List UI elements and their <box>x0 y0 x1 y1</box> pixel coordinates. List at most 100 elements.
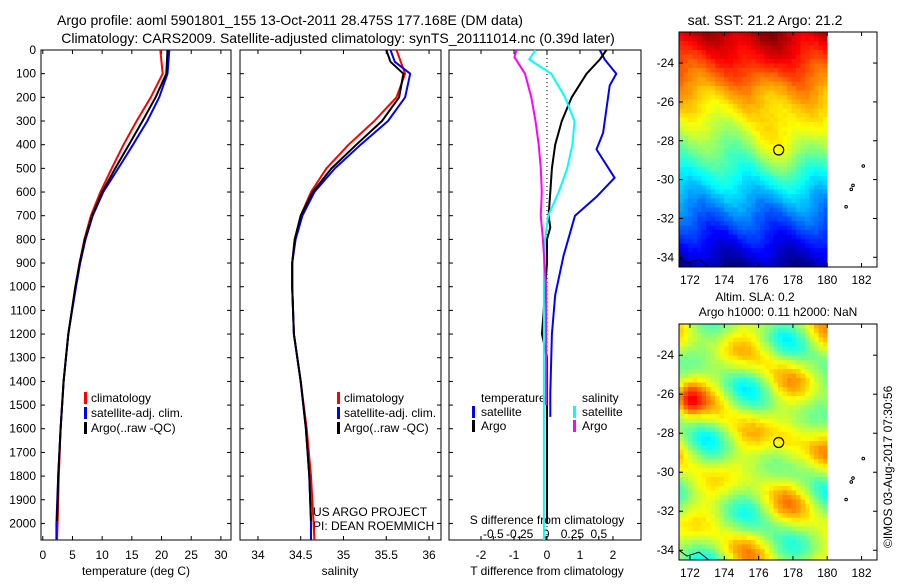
map-cell <box>787 441 792 446</box>
map-cell <box>737 418 743 424</box>
map-cell <box>814 333 819 338</box>
map-cell <box>755 216 761 222</box>
map-cell <box>746 472 752 478</box>
map-cell <box>782 153 788 159</box>
map-cell <box>800 189 806 195</box>
map-cell <box>692 194 698 199</box>
map-cell <box>823 81 828 87</box>
map-cell <box>764 32 770 37</box>
map-cell <box>805 59 810 64</box>
map-cell <box>787 153 792 159</box>
map-cell <box>679 454 684 460</box>
map-cell <box>701 486 707 491</box>
map-cell <box>805 382 810 388</box>
map-cell <box>679 63 684 69</box>
map-cell <box>787 207 792 213</box>
map-cell <box>683 328 689 334</box>
map-cell <box>701 526 707 532</box>
map-cell <box>787 63 792 69</box>
map-cell <box>742 549 747 554</box>
map-cell <box>769 86 774 91</box>
map-cell <box>796 135 801 141</box>
map-cell <box>742 382 747 388</box>
map-cell <box>737 189 743 195</box>
map-cell <box>692 203 698 208</box>
map-cell <box>692 346 698 352</box>
map-cell <box>823 41 828 46</box>
map-cell <box>710 486 716 491</box>
map-cell <box>809 194 815 199</box>
map-cell <box>809 248 815 253</box>
map-cell <box>746 126 752 132</box>
map-cell <box>697 36 702 42</box>
map-cell <box>818 261 824 267</box>
map-cell <box>809 140 815 145</box>
map-cell <box>737 167 743 172</box>
map-cell <box>751 373 756 379</box>
map-cell <box>746 72 752 78</box>
map-cell <box>697 400 702 406</box>
map-cell <box>823 144 828 150</box>
map-cell <box>782 454 788 460</box>
map-cell <box>787 257 792 262</box>
map-cell <box>751 162 756 168</box>
map-cell <box>724 63 729 69</box>
map-cell <box>751 378 756 383</box>
map-cell <box>769 135 774 141</box>
temperature-panel: 0100200300400500600700800900100011001200… <box>9 43 232 562</box>
map-cell <box>746 549 752 554</box>
map-cell <box>769 41 774 46</box>
map-cell <box>728 108 734 114</box>
map-cell <box>733 144 738 150</box>
map-cell <box>755 122 761 127</box>
map-cell <box>724 351 729 356</box>
map-cell <box>814 409 819 415</box>
map-cell <box>679 526 684 532</box>
plot-frame <box>239 49 442 541</box>
map-cell <box>706 117 711 123</box>
map-cell <box>715 126 720 132</box>
map-cell <box>760 328 765 334</box>
map-cell <box>724 221 729 226</box>
map-cell <box>751 540 756 545</box>
map-cell <box>778 216 783 222</box>
map-cell <box>778 126 783 132</box>
map-cell <box>742 355 747 361</box>
map-cell <box>755 131 761 136</box>
map-cell <box>818 198 824 204</box>
map-cell <box>751 198 756 204</box>
map-cell <box>764 495 770 500</box>
map-cell <box>683 158 689 163</box>
map-cell <box>683 432 689 437</box>
map-cell <box>760 234 765 240</box>
map-cell <box>692 41 698 46</box>
map-cell <box>751 149 756 154</box>
map-cell <box>760 261 765 267</box>
map-cell <box>697 68 702 73</box>
map-cell <box>805 158 810 163</box>
map-cell <box>728 549 734 554</box>
map-cell <box>791 328 797 334</box>
map-cell <box>697 158 702 163</box>
lon-tick-label: 178 <box>783 566 803 580</box>
map-cell <box>764 427 770 433</box>
map-cell <box>814 364 819 370</box>
map-cell <box>755 32 761 37</box>
map-cell <box>719 400 725 406</box>
map-cell <box>742 153 747 159</box>
map-cell <box>809 423 815 428</box>
map-cell <box>715 225 720 231</box>
map-cell <box>710 526 716 532</box>
map-cell <box>814 382 819 388</box>
map-cell <box>791 423 797 428</box>
map-cell <box>796 409 801 415</box>
map-cell <box>742 194 747 199</box>
map-cell <box>818 499 824 505</box>
map-cell <box>755 423 761 428</box>
map-cell <box>733 558 738 561</box>
map-cell <box>728 99 734 105</box>
map-cell <box>719 234 725 240</box>
map-cell <box>773 369 779 374</box>
map-cell <box>728 45 734 51</box>
map-cell <box>791 234 797 240</box>
